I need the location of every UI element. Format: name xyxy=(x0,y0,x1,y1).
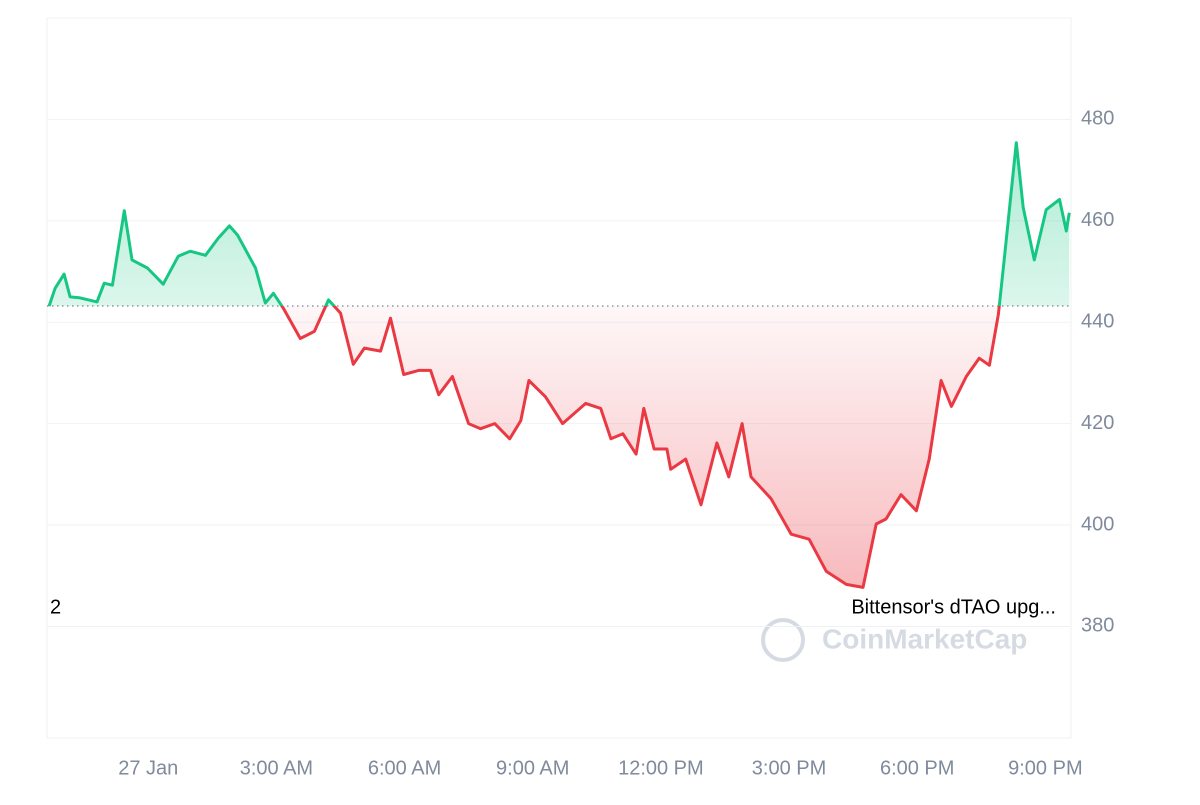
area-up xyxy=(49,142,1070,306)
y-tick-label: 440 xyxy=(1081,311,1114,333)
x-tick-label: 9:00 PM xyxy=(1008,757,1082,779)
price-line-up xyxy=(47,141,1071,306)
x-tick-label: 12:00 PM xyxy=(618,757,704,779)
watermark-text: CoinMarketCap xyxy=(822,623,1027,654)
annotation: Bittensor's dTAO upg... xyxy=(851,596,1056,618)
plot-frame xyxy=(46,17,1072,739)
y-tick-label: 420 xyxy=(1081,412,1114,434)
y-tick-label: 400 xyxy=(1081,513,1114,535)
x-tick-label: 6:00 PM xyxy=(880,757,954,779)
x-tick-label: 3:00 AM xyxy=(240,757,313,779)
x-tick-label: 6:00 AM xyxy=(368,757,441,779)
x-tick-label: 9:00 AM xyxy=(496,757,569,779)
watermark-logo xyxy=(761,618,805,662)
y-tick-label: 480 xyxy=(1081,108,1114,130)
annotation: 2 xyxy=(50,596,61,618)
watermark: CoinMarketCap xyxy=(761,618,1027,662)
x-tick-label: 3:00 PM xyxy=(752,757,826,779)
x-tick-label: 27 Jan xyxy=(118,757,178,779)
area-down xyxy=(49,306,1070,588)
price-line-down xyxy=(49,306,1001,589)
y-tick-label: 460 xyxy=(1081,209,1114,231)
y-tick-label: 380 xyxy=(1081,615,1114,637)
